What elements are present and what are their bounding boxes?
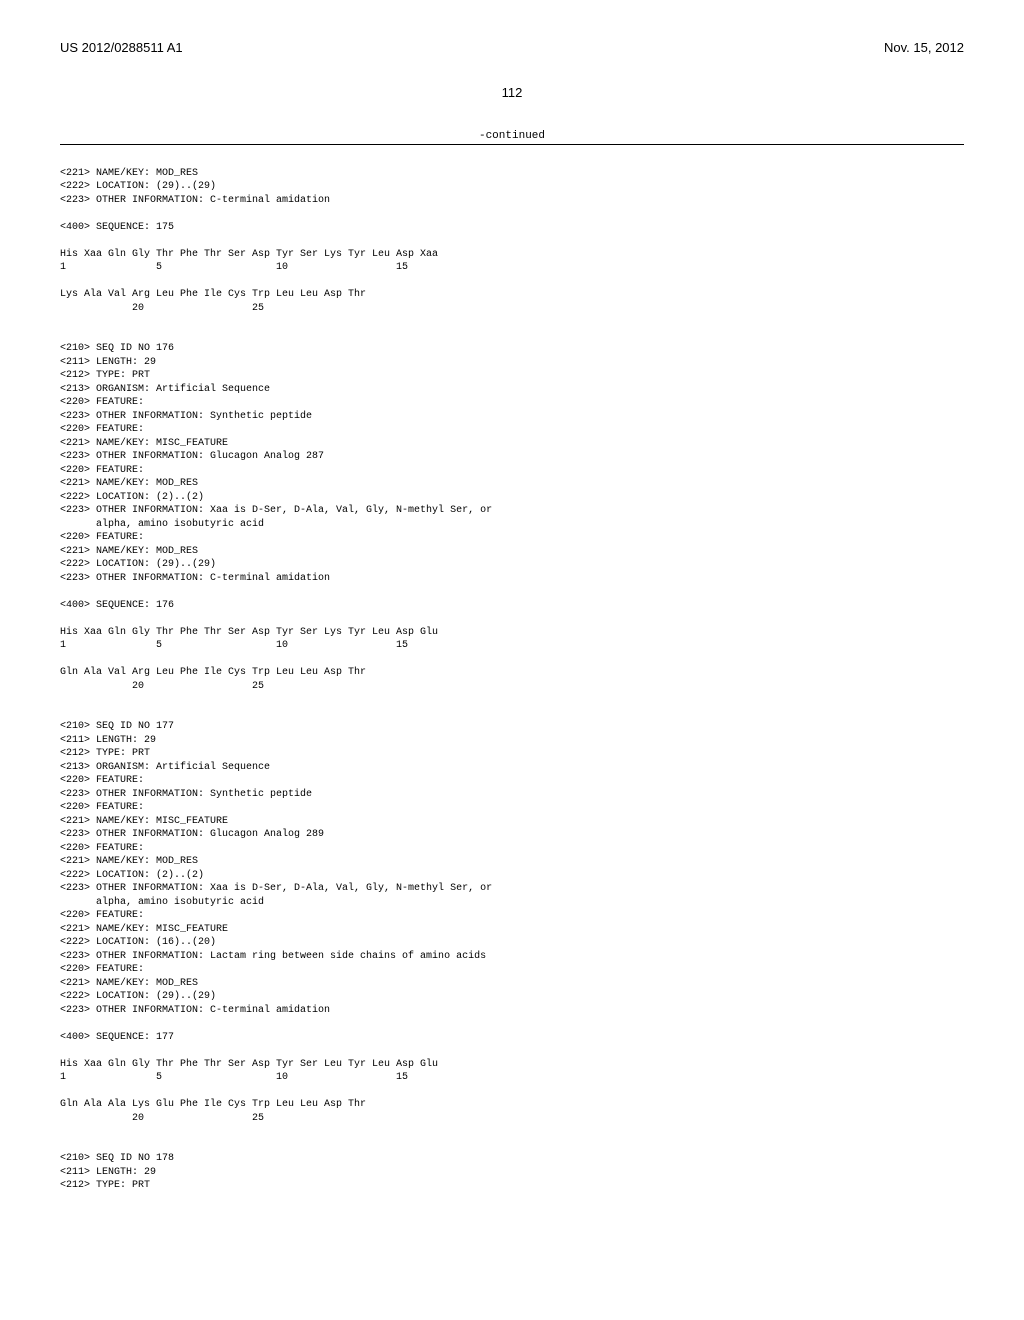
divider [60, 144, 964, 145]
page-number: 112 [60, 85, 964, 100]
page-header: US 2012/0288511 A1 Nov. 15, 2012 [60, 40, 964, 55]
sequence-175: <221> NAME/KEY: MOD_RES <222> LOCATION: … [60, 153, 964, 1193]
publication-number: US 2012/0288511 A1 [60, 40, 183, 55]
continued-label: -continued [60, 130, 964, 142]
publication-date: Nov. 15, 2012 [884, 40, 964, 55]
